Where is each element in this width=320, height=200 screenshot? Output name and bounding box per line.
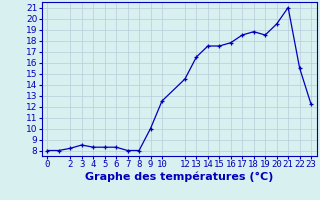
X-axis label: Graphe des températures (°C): Graphe des températures (°C) — [85, 172, 273, 182]
